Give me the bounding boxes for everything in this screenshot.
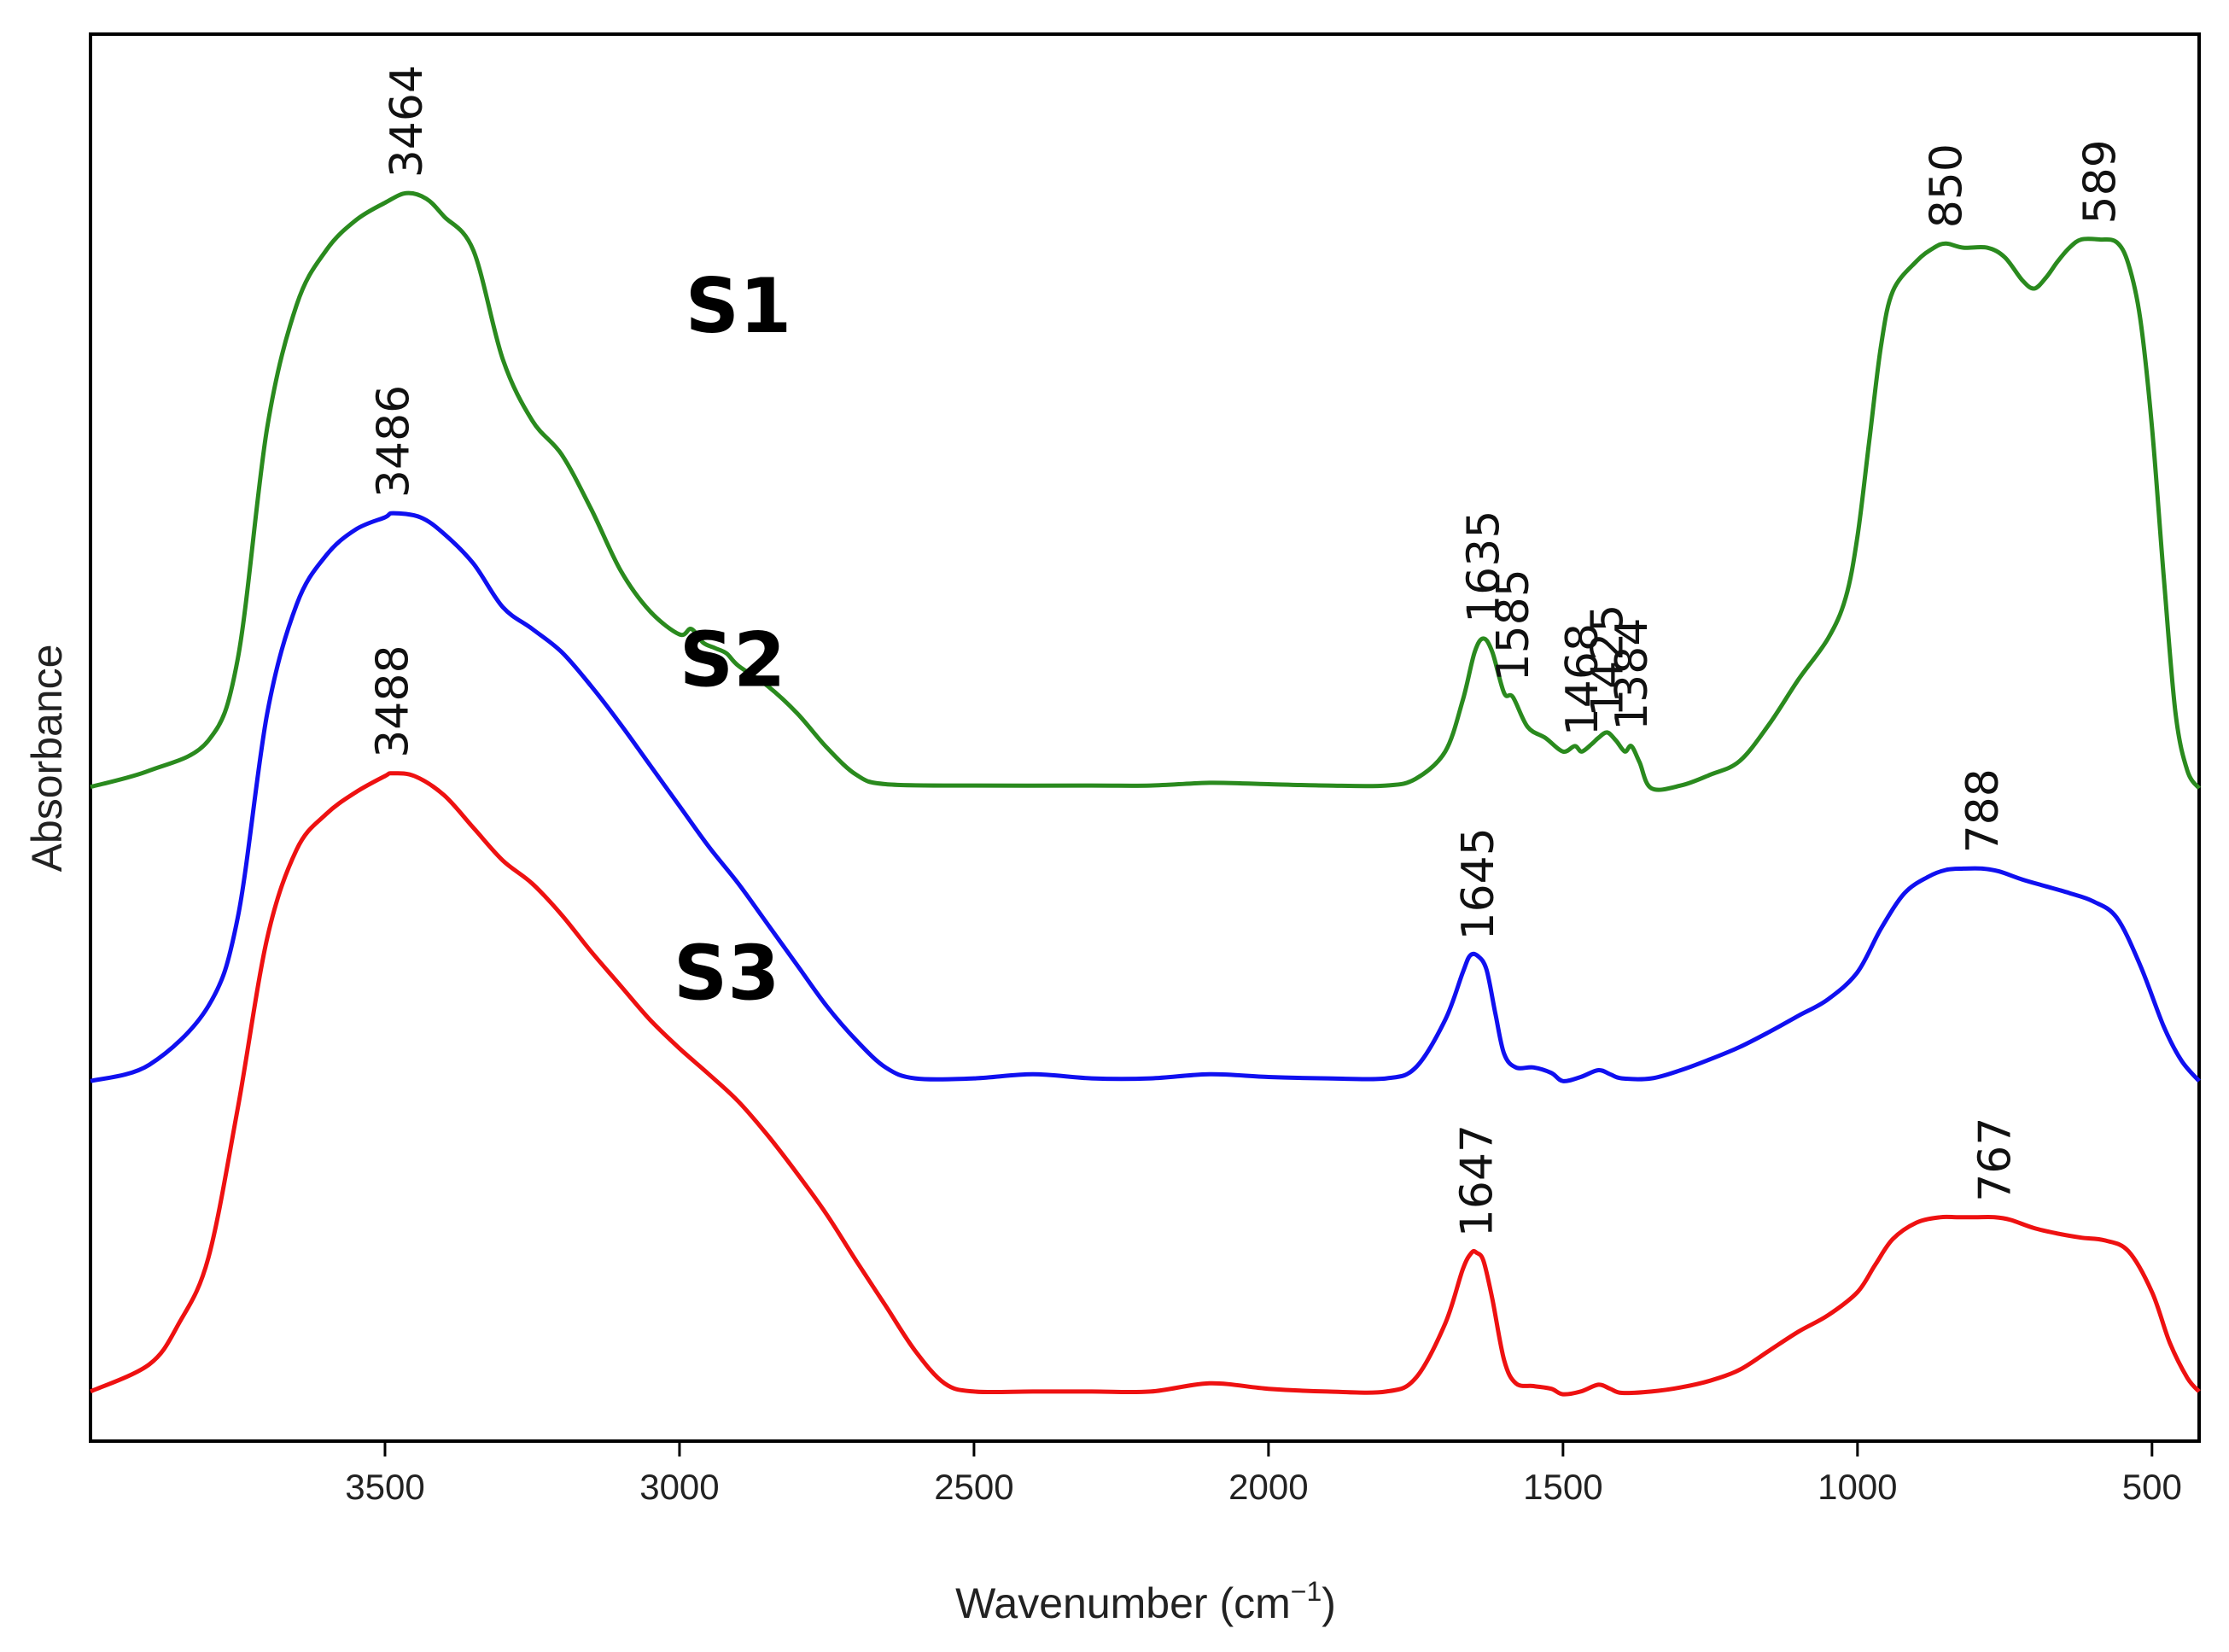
peak-label-s1-850: 850 [1921,143,1972,228]
peak-label-s2-3486: 3486 [369,385,420,498]
x-tick-label-1500: 1500 [1523,1467,1602,1507]
peak-label-s2-788: 788 [1958,768,2009,853]
peak-label-s1-589: 589 [2074,139,2126,224]
peak-label-s1-1635: 1635 [1459,511,1510,623]
x-axis-ticks: 3500 3000 2500 2000 1500 1000 500 [345,1441,2182,1507]
series-line-s3 [89,771,2201,1397]
series-tag-s1: S1 [686,262,792,350]
peak-label-s3-767: 767 [1970,1118,2022,1202]
x-tick-label-1000: 1000 [1818,1467,1897,1507]
x-tick-label-2500: 2500 [934,1467,1013,1507]
x-axis-title-close: ) [1322,1579,1336,1627]
y-axis-title: Absorbance [23,645,71,873]
peak-label-s1-1384: 1384 [1607,618,1658,731]
peak-label-s3-1647: 1647 [1451,1124,1503,1237]
series-line-s2 [90,511,2201,1083]
plot-frame [89,32,2201,1443]
x-axis-title-main: Wavenumber (cm [955,1579,1291,1627]
x-tick-label-500: 500 [2122,1467,2182,1507]
peak-label-s2-1645: 1645 [1453,827,1504,940]
series-lines [89,190,2202,1397]
x-tick-label-3000: 3000 [639,1467,719,1507]
peak-label-s3-3488: 3488 [367,645,418,757]
peak-label-s1-1425: 1425 [1583,604,1634,717]
x-tick-label-3500: 3500 [345,1467,424,1507]
series-tag-s2: S2 [680,616,786,704]
series-line-s1 [90,190,2202,792]
x-axis-title-sup: −1 [1291,1576,1322,1607]
peak-label-s1-1585: 1585 [1488,569,1539,681]
series-tags: S1 S2 S3 [674,262,791,1018]
series-tag-s3: S3 [674,930,780,1018]
peak-label-s1-3464: 3464 [382,65,433,178]
x-tick-label-2000: 2000 [1228,1467,1308,1507]
peak-label-s1-1468: 1468 [1557,623,1608,736]
x-axis-title: Wavenumber (cm−1) [955,1576,1336,1627]
